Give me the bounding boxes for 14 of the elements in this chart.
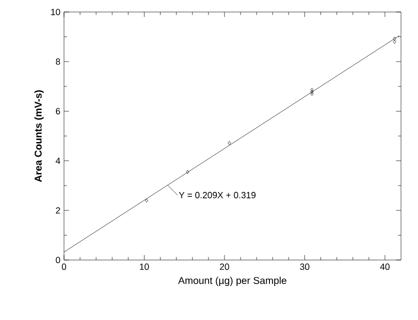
y-tick-label: 2 bbox=[56, 207, 60, 214]
y-tick-label: 8 bbox=[56, 58, 60, 65]
y-tick-label: 10 bbox=[51, 8, 60, 16]
x-axis-title: Amount (µg) per Sample bbox=[178, 276, 286, 286]
x-tick-label: 20 bbox=[220, 264, 230, 270]
x-tick-label: 40 bbox=[380, 264, 390, 270]
y-tick-label: 0 bbox=[56, 256, 60, 264]
y-axis-title: Area Counts (mV-s) bbox=[34, 90, 44, 182]
y-tick-label: 4 bbox=[56, 158, 60, 164]
annotation: Y = 0.209X + 0.319 bbox=[178, 192, 256, 198]
x-tick-label: 10 bbox=[140, 264, 149, 270]
x-tick-label: 30 bbox=[300, 264, 310, 270]
x-tick-label: 0 bbox=[62, 264, 66, 270]
y-tick-label: 6 bbox=[56, 108, 60, 114]
